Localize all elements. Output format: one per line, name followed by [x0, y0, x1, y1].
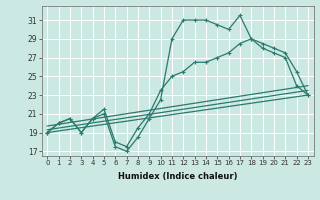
X-axis label: Humidex (Indice chaleur): Humidex (Indice chaleur)	[118, 172, 237, 181]
